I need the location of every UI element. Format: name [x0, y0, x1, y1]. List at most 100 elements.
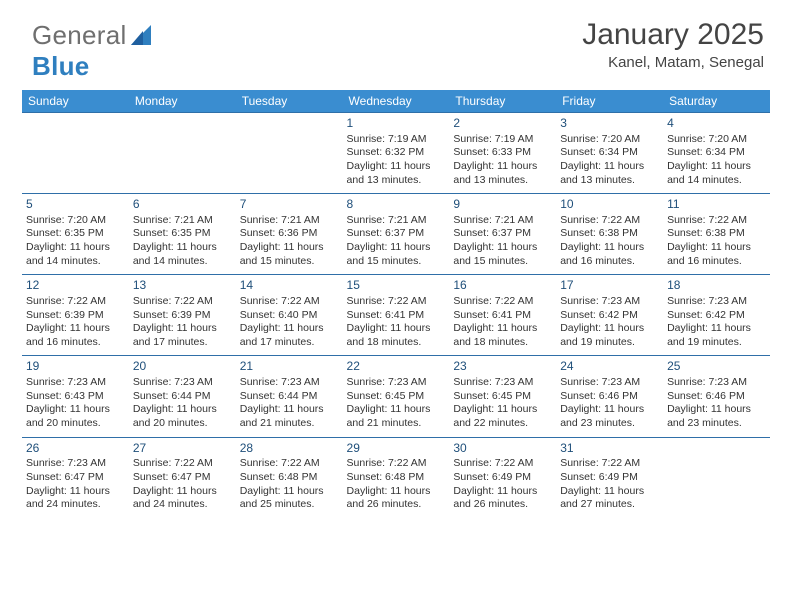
sunrise-line: Sunrise: 7:22 AM	[133, 457, 232, 471]
day-number: 8	[347, 197, 446, 213]
sunrise-line: Sunrise: 7:22 AM	[560, 457, 659, 471]
daylight-line-2: and 13 minutes.	[560, 174, 659, 188]
daylight-line-1: Daylight: 11 hours	[453, 322, 552, 336]
sunrise-line: Sunrise: 7:22 AM	[240, 457, 339, 471]
day-number: 12	[26, 278, 125, 294]
calendar-day-cell: 3Sunrise: 7:20 AMSunset: 6:34 PMDaylight…	[556, 113, 663, 194]
daylight-line-1: Daylight: 11 hours	[26, 485, 125, 499]
calendar-day-cell: 2Sunrise: 7:19 AMSunset: 6:33 PMDaylight…	[449, 113, 556, 194]
calendar-day-cell: 15Sunrise: 7:22 AMSunset: 6:41 PMDayligh…	[343, 275, 450, 356]
daylight-line-2: and 20 minutes.	[133, 417, 232, 431]
daylight-line-1: Daylight: 11 hours	[26, 403, 125, 417]
location-subtitle: Kanel, Matam, Senegal	[582, 54, 764, 71]
calendar-day-cell: 17Sunrise: 7:23 AMSunset: 6:42 PMDayligh…	[556, 275, 663, 356]
calendar-day-cell	[236, 113, 343, 194]
daylight-line-1: Daylight: 11 hours	[453, 485, 552, 499]
calendar-week-row: 19Sunrise: 7:23 AMSunset: 6:43 PMDayligh…	[22, 356, 770, 437]
sunrise-line: Sunrise: 7:22 AM	[560, 214, 659, 228]
calendar-table: SundayMondayTuesdayWednesdayThursdayFrid…	[22, 90, 770, 518]
daylight-line-1: Daylight: 11 hours	[560, 160, 659, 174]
sunrise-line: Sunrise: 7:19 AM	[453, 133, 552, 147]
daylight-line-2: and 24 minutes.	[133, 498, 232, 512]
sunset-line: Sunset: 6:37 PM	[347, 227, 446, 241]
sunrise-line: Sunrise: 7:22 AM	[347, 295, 446, 309]
daylight-line-2: and 15 minutes.	[240, 255, 339, 269]
sunrise-line: Sunrise: 7:23 AM	[560, 295, 659, 309]
daylight-line-2: and 19 minutes.	[667, 336, 766, 350]
sunset-line: Sunset: 6:34 PM	[667, 146, 766, 160]
day-number: 22	[347, 359, 446, 375]
day-number: 26	[26, 441, 125, 457]
sunrise-line: Sunrise: 7:23 AM	[26, 457, 125, 471]
day-number: 7	[240, 197, 339, 213]
weekday-header: Saturday	[663, 90, 770, 113]
calendar-day-cell: 30Sunrise: 7:22 AMSunset: 6:49 PMDayligh…	[449, 437, 556, 518]
daylight-line-2: and 23 minutes.	[667, 417, 766, 431]
daylight-line-2: and 18 minutes.	[347, 336, 446, 350]
sunrise-line: Sunrise: 7:21 AM	[453, 214, 552, 228]
day-number: 1	[347, 116, 446, 132]
sunset-line: Sunset: 6:49 PM	[560, 471, 659, 485]
sunrise-line: Sunrise: 7:23 AM	[347, 376, 446, 390]
calendar-page: General January 2025 Kanel, Matam, Seneg…	[0, 0, 792, 540]
sunrise-line: Sunrise: 7:22 AM	[240, 295, 339, 309]
sunset-line: Sunset: 6:39 PM	[133, 309, 232, 323]
weekday-header: Thursday	[449, 90, 556, 113]
sunrise-line: Sunrise: 7:20 AM	[560, 133, 659, 147]
daylight-line-2: and 22 minutes.	[453, 417, 552, 431]
daylight-line-2: and 26 minutes.	[453, 498, 552, 512]
daylight-line-2: and 14 minutes.	[133, 255, 232, 269]
daylight-line-1: Daylight: 11 hours	[667, 241, 766, 255]
sunset-line: Sunset: 6:32 PM	[347, 146, 446, 160]
day-number: 19	[26, 359, 125, 375]
sunrise-line: Sunrise: 7:22 AM	[453, 457, 552, 471]
daylight-line-1: Daylight: 11 hours	[347, 160, 446, 174]
daylight-line-2: and 15 minutes.	[453, 255, 552, 269]
calendar-day-cell: 10Sunrise: 7:22 AMSunset: 6:38 PMDayligh…	[556, 194, 663, 275]
daylight-line-1: Daylight: 11 hours	[347, 322, 446, 336]
sunrise-line: Sunrise: 7:19 AM	[347, 133, 446, 147]
calendar-day-cell: 12Sunrise: 7:22 AMSunset: 6:39 PMDayligh…	[22, 275, 129, 356]
daylight-line-2: and 27 minutes.	[560, 498, 659, 512]
calendar-day-cell: 8Sunrise: 7:21 AMSunset: 6:37 PMDaylight…	[343, 194, 450, 275]
month-title: January 2025	[582, 18, 764, 52]
daylight-line-1: Daylight: 11 hours	[453, 241, 552, 255]
calendar-day-cell: 5Sunrise: 7:20 AMSunset: 6:35 PMDaylight…	[22, 194, 129, 275]
calendar-week-row: 1Sunrise: 7:19 AMSunset: 6:32 PMDaylight…	[22, 113, 770, 194]
daylight-line-1: Daylight: 11 hours	[560, 403, 659, 417]
calendar-day-cell: 21Sunrise: 7:23 AMSunset: 6:44 PMDayligh…	[236, 356, 343, 437]
sunset-line: Sunset: 6:40 PM	[240, 309, 339, 323]
sunset-line: Sunset: 6:46 PM	[667, 390, 766, 404]
daylight-line-2: and 19 minutes.	[560, 336, 659, 350]
calendar-day-cell: 27Sunrise: 7:22 AMSunset: 6:47 PMDayligh…	[129, 437, 236, 518]
day-number: 2	[453, 116, 552, 132]
daylight-line-2: and 21 minutes.	[347, 417, 446, 431]
day-number: 9	[453, 197, 552, 213]
daylight-line-2: and 16 minutes.	[26, 336, 125, 350]
daylight-line-2: and 20 minutes.	[26, 417, 125, 431]
weekday-header: Friday	[556, 90, 663, 113]
weekday-header: Wednesday	[343, 90, 450, 113]
day-number: 13	[133, 278, 232, 294]
sunrise-line: Sunrise: 7:23 AM	[240, 376, 339, 390]
daylight-line-1: Daylight: 11 hours	[560, 485, 659, 499]
calendar-day-cell: 19Sunrise: 7:23 AMSunset: 6:43 PMDayligh…	[22, 356, 129, 437]
calendar-day-cell: 23Sunrise: 7:23 AMSunset: 6:45 PMDayligh…	[449, 356, 556, 437]
sunrise-line: Sunrise: 7:22 AM	[133, 295, 232, 309]
sail-icon	[129, 23, 155, 49]
daylight-line-2: and 24 minutes.	[26, 498, 125, 512]
calendar-day-cell: 25Sunrise: 7:23 AMSunset: 6:46 PMDayligh…	[663, 356, 770, 437]
day-number: 5	[26, 197, 125, 213]
daylight-line-2: and 13 minutes.	[347, 174, 446, 188]
daylight-line-1: Daylight: 11 hours	[453, 160, 552, 174]
day-number: 27	[133, 441, 232, 457]
day-number: 23	[453, 359, 552, 375]
daylight-line-2: and 18 minutes.	[453, 336, 552, 350]
day-number: 16	[453, 278, 552, 294]
calendar-day-cell	[22, 113, 129, 194]
calendar-day-cell: 11Sunrise: 7:22 AMSunset: 6:38 PMDayligh…	[663, 194, 770, 275]
day-number: 25	[667, 359, 766, 375]
day-number: 24	[560, 359, 659, 375]
sunrise-line: Sunrise: 7:20 AM	[26, 214, 125, 228]
day-number: 20	[133, 359, 232, 375]
